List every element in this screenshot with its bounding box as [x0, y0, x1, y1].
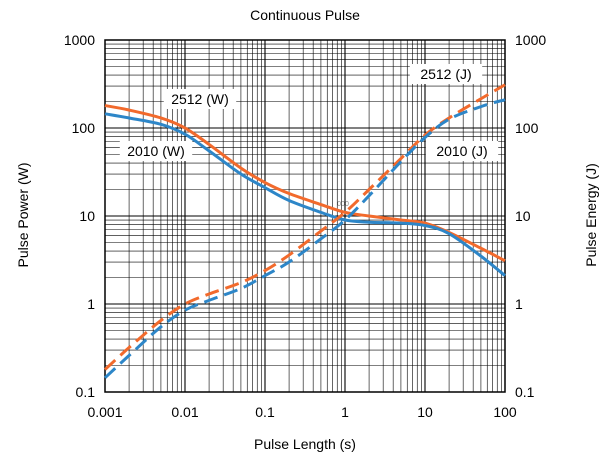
y-tick-label-right: 1000	[515, 32, 546, 48]
y-tick-label-right: 10	[515, 208, 531, 224]
series-label-bg	[163, 89, 237, 109]
series-label-2010-w: 2010 (W)	[127, 143, 185, 159]
series-label-2512-j: 2512 (J)	[420, 66, 471, 82]
y-tick-labels-left: 0.1 1 10 100 1000	[64, 32, 95, 400]
series-labels: 2512 (W) 2010 (W) 2512 (J) 2010 (J)	[119, 64, 499, 161]
marker-text: 000	[337, 201, 349, 208]
series-label-bg	[425, 141, 499, 161]
x-tick-label: 1	[341, 404, 349, 420]
series-line-2512-j	[103, 83, 506, 371]
x-axis-title: Pulse Length (s)	[254, 436, 356, 452]
series-label-2010-j: 2010 (J)	[436, 143, 487, 159]
series-line-2512-w	[104, 104, 506, 263]
y-tick-label-right: 100	[515, 120, 539, 136]
chart-title: Continuous Pulse	[250, 7, 360, 23]
y-tick-labels-right: 0.1 1 10 100 1000	[515, 32, 546, 400]
x-tick-labels: 0.001 0.01 0.1 1 10 100	[87, 404, 516, 420]
series-line-2010-j	[103, 98, 506, 379]
series-line-2010-w	[104, 112, 506, 277]
series-label-bg	[409, 64, 483, 84]
y-tick-label-right: 1	[515, 296, 523, 312]
y-tick-label-left: 1	[87, 296, 95, 312]
y-tick-label-left: 100	[72, 120, 96, 136]
y-axis-title-left: Pulse Power (W)	[15, 162, 31, 267]
x-tick-label: 0.1	[255, 404, 275, 420]
series-layer	[103, 83, 506, 379]
x-tick-label: 10	[417, 404, 433, 420]
x-tick-label: 100	[493, 404, 517, 420]
x-tick-label: 0.001	[87, 404, 122, 420]
series-label-bg	[119, 141, 193, 161]
y-tick-label-left: 10	[79, 208, 95, 224]
y-tick-label-left: 0.1	[76, 384, 96, 400]
y-tick-label-left: 1000	[64, 32, 95, 48]
x-tick-label: 0.01	[171, 404, 198, 420]
plot-frame	[104, 39, 506, 393]
series-label-2512-w: 2512 (W)	[171, 91, 229, 107]
y-tick-label-right: 0.1	[515, 384, 535, 400]
y-axis-title-right: Pulse Energy (J)	[583, 163, 599, 266]
